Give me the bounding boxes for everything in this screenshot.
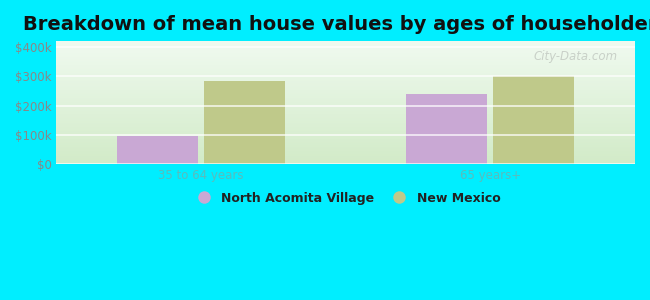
- Legend: North Acomita Village, New Mexico: North Acomita Village, New Mexico: [186, 187, 506, 210]
- Bar: [493, 76, 574, 164]
- Bar: [117, 136, 198, 164]
- Bar: [204, 81, 285, 164]
- Text: City-Data.com: City-Data.com: [534, 50, 618, 63]
- Bar: [406, 94, 488, 164]
- Title: Breakdown of mean house values by ages of householders: Breakdown of mean house values by ages o…: [23, 15, 650, 34]
